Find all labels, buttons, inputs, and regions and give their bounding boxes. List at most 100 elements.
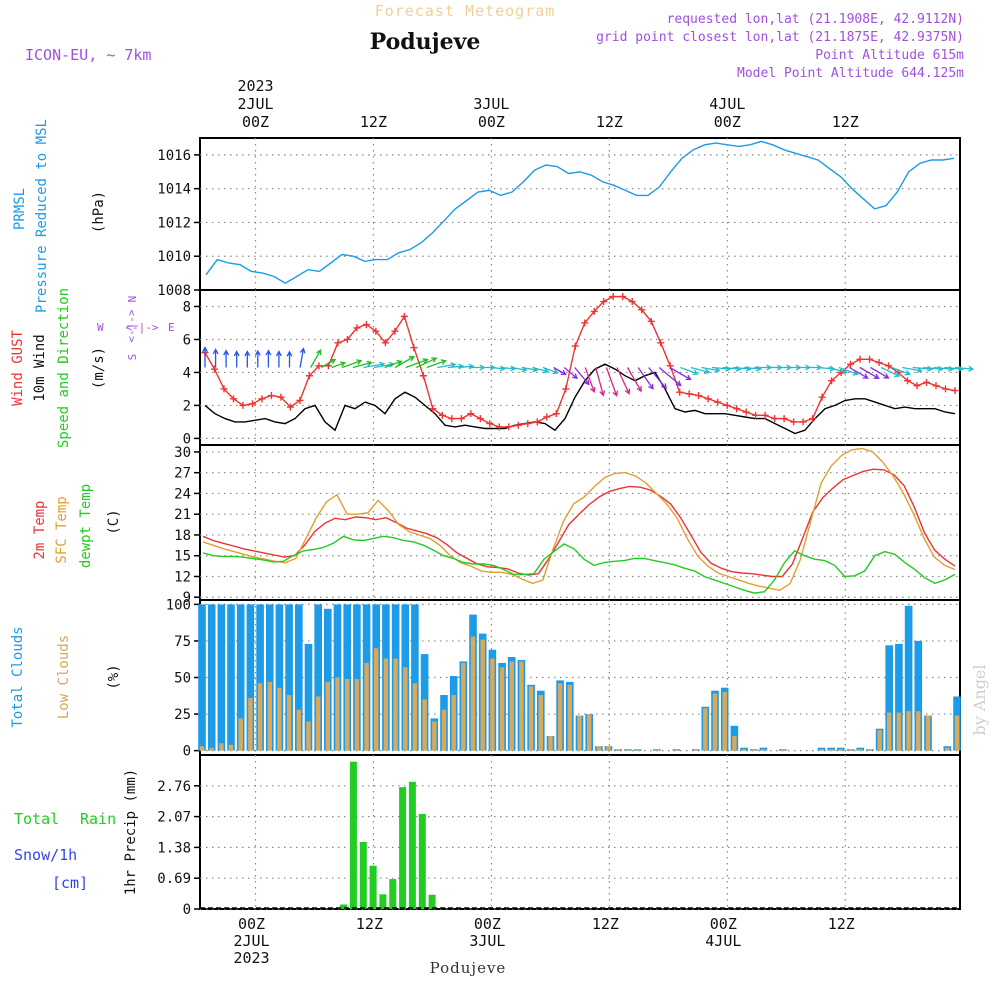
gust-marker	[210, 365, 218, 373]
gust-marker	[733, 405, 741, 413]
total-cloud-bar	[827, 747, 835, 751]
y-tick-label: 2.07	[157, 810, 191, 826]
wind-arrow	[299, 347, 306, 368]
compass-west: W	[97, 321, 104, 334]
top-axis-label: 12Z	[360, 113, 387, 131]
gust-marker	[638, 306, 646, 314]
gust-marker	[448, 415, 456, 423]
temp-sfc-label: SFC Temp	[54, 496, 70, 563]
wind-arrow	[923, 365, 944, 372]
low-cloud-bar	[354, 679, 360, 751]
wind-arrow	[859, 366, 880, 379]
gust-marker	[942, 385, 950, 393]
gust-marker	[600, 298, 608, 306]
gust-marker	[581, 319, 589, 327]
wind-arrow	[933, 365, 955, 372]
low-cloud-bar	[257, 683, 263, 751]
gust-marker	[723, 401, 731, 409]
wind-arrow	[605, 367, 619, 397]
gust-marker	[533, 418, 541, 426]
y-tick-label: 6	[183, 332, 191, 348]
precip-snow-label: Snow/1h	[14, 846, 77, 864]
wind-arrow	[416, 357, 438, 369]
wind-arrow	[902, 366, 923, 374]
low-cloud-bar	[199, 746, 205, 751]
low-cloud-bar	[577, 715, 582, 751]
low-cloud-bar	[412, 683, 418, 751]
wind-arrow	[680, 366, 699, 376]
bottom-axis-label: 12Z	[356, 915, 383, 933]
gust-marker	[400, 312, 408, 320]
gust-marker	[552, 410, 560, 418]
gust-marker	[391, 327, 399, 335]
gust-marker	[505, 423, 513, 431]
bottom-axis-label: 2JUL	[233, 932, 269, 950]
gust-marker	[885, 362, 893, 370]
clouds-panel: Total Clouds Low Clouds (%) 0 25 50 75 100	[10, 597, 961, 760]
y-tick-label: 75	[174, 634, 191, 650]
gust-marker	[277, 393, 285, 401]
total-cloud-bar	[904, 605, 913, 751]
wind-arrow	[553, 366, 567, 376]
total-cloud-bar	[856, 747, 864, 751]
top-axis-label: 3JUL	[473, 95, 509, 113]
bottom-axis-label: 4JUL	[705, 932, 741, 950]
rain-bar	[399, 787, 407, 909]
temp-2m-line	[202, 468, 956, 578]
precip-snow-unit: [cm]	[52, 874, 88, 892]
wind-arrow	[265, 349, 272, 368]
gust-marker	[590, 307, 598, 315]
temp-unit: (C)	[106, 509, 122, 534]
wind-speed-dir-label: Speed and Direction	[56, 288, 72, 448]
wind-gust-label: Wind GUST	[10, 330, 26, 406]
wind-unit: (m/s)	[91, 347, 107, 389]
wind-arrow	[648, 367, 667, 390]
compass-north: N	[126, 296, 139, 303]
low-cloud-bar	[596, 746, 602, 751]
wind-arrow	[849, 366, 869, 379]
rain-bar	[408, 781, 416, 909]
rain-bar	[359, 842, 367, 909]
grid-point-coords: grid point closest lon,lat (21.1875E, 42…	[596, 30, 964, 45]
gust-marker	[790, 418, 798, 426]
low-cloud-bar	[306, 721, 311, 751]
point-altitude: Point Altitude 615m	[815, 48, 964, 63]
low-cloud-bar	[819, 749, 824, 751]
gust-marker	[828, 377, 836, 385]
model-point-altitude: Model Point Altitude 644.125m	[737, 66, 964, 81]
total-cloud-bar	[227, 604, 235, 751]
bottom-axis-label: 00Z	[474, 915, 501, 933]
total-cloud-bar	[198, 604, 206, 751]
top-axis-label: 4JUL	[709, 95, 745, 113]
panel-frame	[199, 137, 961, 291]
rain-bar	[428, 894, 436, 909]
total-cloud-bar	[353, 604, 361, 751]
footer-location: Podujeve	[430, 959, 507, 977]
total-cloud-bar	[236, 604, 245, 751]
wind-arrow	[244, 350, 251, 368]
top-axis-label: 2023	[237, 77, 273, 95]
compass-rose: W E <-|-> <-|-> N S	[97, 296, 175, 361]
gust-marker	[353, 324, 361, 332]
low-cloud-bar	[383, 658, 389, 751]
gust-marker	[476, 415, 484, 423]
chart-title-top: Forecast Meteogram	[375, 2, 556, 20]
low-cloud-bar	[838, 749, 843, 751]
total-cloud-bar	[275, 604, 284, 751]
total-cloud-bar	[266, 604, 274, 751]
precip-rain-label: Rain	[80, 810, 116, 828]
low-cloud-bar	[557, 683, 563, 751]
y-tick-label: 25	[174, 707, 191, 723]
gust-marker	[524, 420, 532, 428]
gust-marker	[913, 382, 921, 390]
pressure-line	[205, 140, 955, 285]
low-cloud-bar	[722, 692, 727, 751]
model-label: ICON-EU, ~ 7km	[25, 46, 151, 64]
wind-arrow	[490, 365, 506, 372]
y-tick-label: 100	[166, 597, 191, 613]
gust-marker	[486, 420, 494, 428]
requested-coords: requested lon,lat (21.1908E, 42.9112N)	[667, 12, 964, 27]
compass-south: S	[126, 354, 139, 361]
low-cloud-bar	[548, 736, 553, 751]
total-clouds-label: Total Clouds	[10, 626, 26, 727]
